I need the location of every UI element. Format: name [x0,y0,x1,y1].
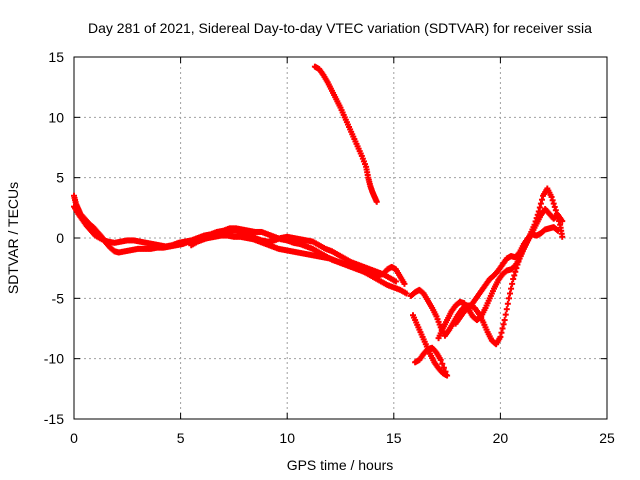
data-point [537,200,544,207]
y-tick-label: -5 [52,290,65,306]
series-late-track-b [409,312,451,379]
y-tick-label: -10 [44,351,64,367]
data-point [506,290,513,297]
x-axis-label: GPS time / hours [287,457,394,473]
data-point [403,290,410,297]
data-point [538,196,545,203]
data-point [512,268,519,275]
data-point [499,325,506,332]
series-main-track [71,192,410,297]
series-upper-branch [71,203,408,287]
data-point [550,200,557,207]
data-point [509,280,516,287]
data-point [511,272,518,279]
data-point [500,321,507,328]
y-tick-label: 5 [56,170,64,186]
data-point [440,364,447,371]
data-point [442,368,449,375]
data-point [412,359,419,366]
data-point [444,372,451,379]
data-point [497,333,504,340]
y-tick-label: 10 [48,109,64,125]
series-middle-branch [188,227,399,285]
data-point [552,207,559,214]
x-tick-label: 15 [386,430,402,446]
data-point [505,295,512,302]
data-point [551,203,558,210]
data-point [554,227,561,234]
data-marks [71,63,566,379]
axis-ticks: 0 5 10 15 20 25 -15 -10 -5 0 5 10 15 [44,49,615,446]
data-point [501,317,508,324]
x-tick-label: 25 [599,430,615,446]
chart-title: Day 281 of 2021, Sidereal Day-to-day VTE… [88,20,592,36]
data-point [559,218,566,225]
data-point [498,329,505,336]
x-tick-label: 10 [279,430,295,446]
y-tick-label: 0 [56,230,64,246]
y-tick-label: -15 [44,411,64,427]
data-point [510,276,517,283]
data-point [508,285,515,292]
x-tick-label: 0 [70,430,78,446]
data-point [559,233,566,240]
y-axis-label: SDTVAR / TECUs [5,182,21,294]
data-point [504,300,511,307]
x-tick-label: 20 [493,430,509,446]
data-point [392,278,399,285]
data-point [548,193,555,200]
x-tick-label: 5 [177,430,185,446]
y-tick-label: 15 [48,49,64,65]
grid [74,57,607,419]
data-point [503,306,510,313]
data-point [502,311,509,318]
data-point [549,197,556,204]
data-point [439,360,446,367]
data-point [373,198,380,205]
series-late-track-d [452,224,561,327]
data-point [401,280,408,287]
series-steep-segment [311,63,380,205]
data-point [536,204,543,211]
